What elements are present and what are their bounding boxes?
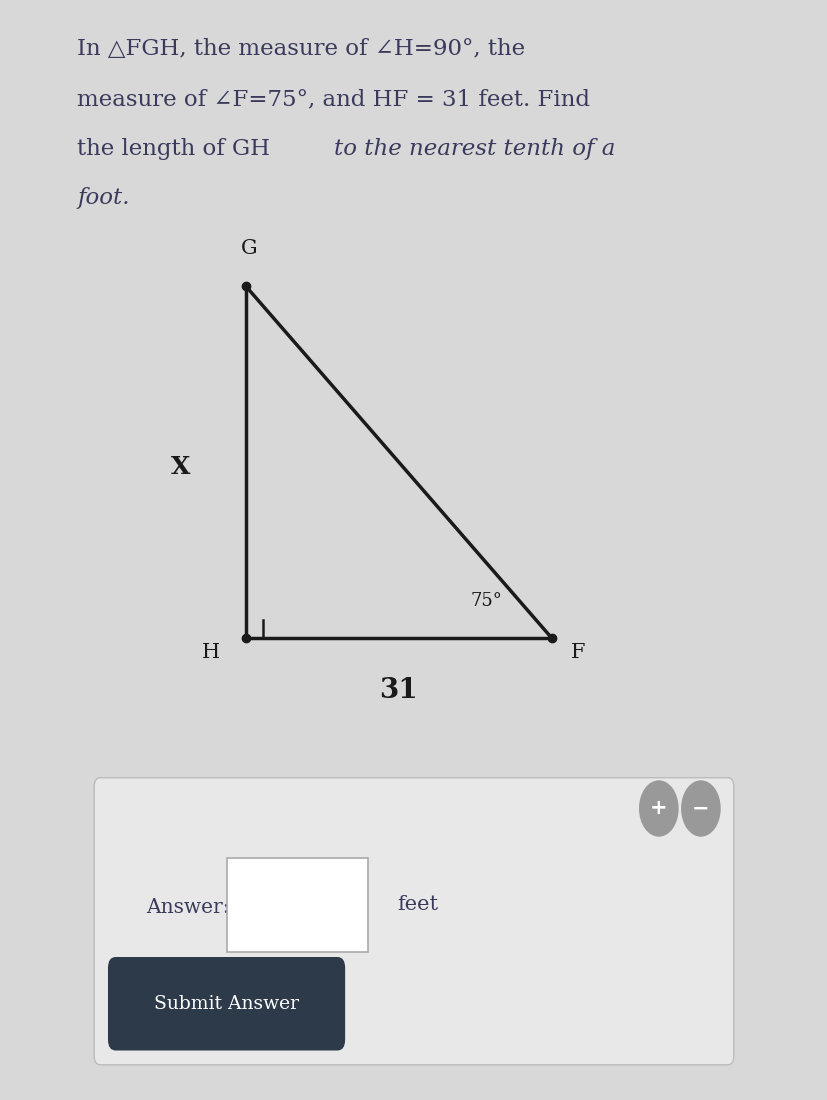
Text: +: +	[649, 799, 667, 818]
Text: Submit Answer: Submit Answer	[154, 994, 299, 1013]
Text: measure of ∠F=75°, and HF = 31 feet. Find: measure of ∠F=75°, and HF = 31 feet. Fin…	[77, 88, 590, 110]
Text: X: X	[170, 455, 190, 480]
Text: feet: feet	[397, 895, 437, 914]
Circle shape	[639, 781, 677, 836]
Text: foot.: foot.	[77, 187, 130, 209]
FancyBboxPatch shape	[94, 778, 733, 1065]
Text: H: H	[202, 644, 220, 662]
Text: G: G	[241, 240, 257, 258]
Text: to the nearest tenth of a: to the nearest tenth of a	[333, 138, 614, 160]
Text: 31: 31	[379, 676, 418, 704]
FancyBboxPatch shape	[227, 858, 368, 952]
Text: the length of GH: the length of GH	[77, 138, 277, 160]
Text: 75°: 75°	[471, 593, 502, 611]
Text: F: F	[570, 644, 585, 662]
FancyBboxPatch shape	[108, 957, 345, 1050]
Text: −: −	[691, 799, 709, 818]
Text: Answer:: Answer:	[146, 899, 230, 917]
Circle shape	[681, 781, 719, 836]
Text: In △FGH, the measure of ∠H=90°, the: In △FGH, the measure of ∠H=90°, the	[77, 39, 525, 60]
